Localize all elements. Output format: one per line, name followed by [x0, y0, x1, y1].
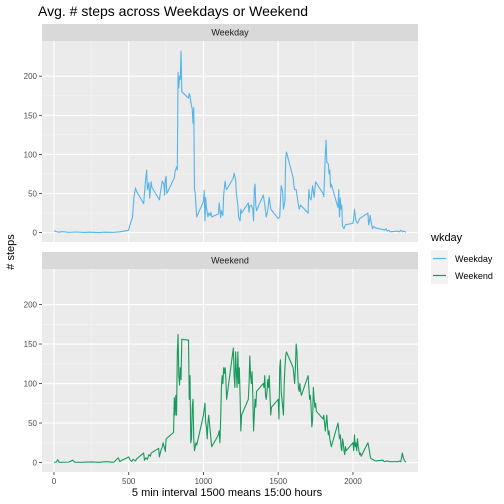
y-axis-title: # steps [5, 234, 17, 270]
strip-label-weekday: Weekday [211, 28, 249, 38]
legend-title: wkday [430, 232, 463, 244]
legend-keys: Weekday Weekend [431, 250, 493, 284]
y-tick-label: 50 [28, 419, 37, 428]
y-tick-label: 0 [33, 459, 38, 468]
y-tick-label: 100 [24, 380, 38, 389]
x-tick-label: 1000 [195, 477, 213, 486]
x-tick-label: 2000 [344, 477, 362, 486]
y-tick-label: 150 [24, 340, 38, 349]
x-axis-title: 5 min interval 1500 means 15:00 hours [132, 487, 323, 499]
x-tick-label: 0 [52, 477, 57, 486]
legend-label-weekend: Weekend [455, 271, 493, 281]
panels: Weekday 0 50 100 150 200 Weekend 0 50 100 150 200 [24, 24, 418, 472]
y-tick-label: 100 [24, 150, 38, 159]
panel-weekend: Weekend 0 50 100 150 200 [24, 252, 418, 472]
x-tick-label: 1500 [269, 477, 287, 486]
chart-title: Avg. # steps across Weekdays or Weekend [38, 3, 308, 19]
y-tick-label: 200 [24, 301, 38, 310]
panel-weekday: Weekday 0 50 100 150 200 [24, 24, 418, 242]
y-tick-label: 200 [24, 72, 38, 81]
legend-label-weekday: Weekday [455, 254, 493, 264]
x-axis-ticks: 0 500 1000 1500 2000 [52, 472, 363, 486]
y-tick-label: 0 [33, 229, 38, 238]
strip-label-weekend: Weekend [211, 256, 249, 266]
panel-background [42, 41, 418, 242]
y-tick-label: 50 [28, 190, 37, 199]
legend: wkday Weekday Weekend [430, 232, 493, 284]
x-tick-label: 500 [122, 477, 136, 486]
y-tick-label: 150 [24, 111, 38, 120]
